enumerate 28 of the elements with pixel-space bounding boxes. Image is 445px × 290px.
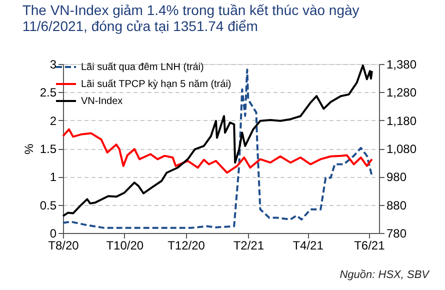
legend-label: Lãi suất qua đêm LNH (trái)	[81, 62, 204, 73]
x-tick-label: T2/21	[233, 238, 264, 252]
y-tick-label: 0	[50, 226, 57, 240]
text: Nguồn: HSX, SBV	[340, 269, 431, 281]
text: 11/6/2021, đóng cửa tại 1351.74 điểm	[22, 18, 258, 34]
y-tick-label: 3	[50, 58, 57, 72]
y2-tick-label: 1,180	[386, 114, 417, 128]
y2-tick-label: 980	[386, 170, 407, 184]
y2-tick-label: 1,080	[386, 142, 417, 156]
y2-tick-label: 1,280	[386, 86, 417, 100]
x-tick-label: T12/20	[168, 238, 206, 252]
y-tick-label: 2.5	[40, 86, 57, 100]
text: The VN-Index giảm 1.4% trong tuần kết thúc vào ngày	[22, 2, 360, 18]
y2-tick-label: 880	[386, 198, 407, 212]
x-tick-label: T10/20	[106, 238, 144, 252]
y-tick-label: 0.5	[40, 198, 57, 212]
y-axis-title: %	[22, 143, 36, 154]
legend-label: VN-Index	[81, 96, 123, 107]
y-tick-label: 1	[50, 170, 57, 184]
x-tick-label: T4/21	[292, 238, 324, 252]
x-tick-label: T8/20	[48, 238, 80, 252]
y-tick-label: 2	[50, 114, 57, 128]
legend-label: Lãi suất TPCP kỳ hạn 5 năm (trái)	[81, 79, 232, 90]
line-series	[62, 128, 373, 174]
y2-tick-label: 780	[386, 226, 407, 240]
y-tick-label: 1.5	[40, 142, 57, 156]
y2-tick-label: 1,380	[386, 58, 417, 72]
x-tick-label: T6/21	[354, 238, 386, 252]
